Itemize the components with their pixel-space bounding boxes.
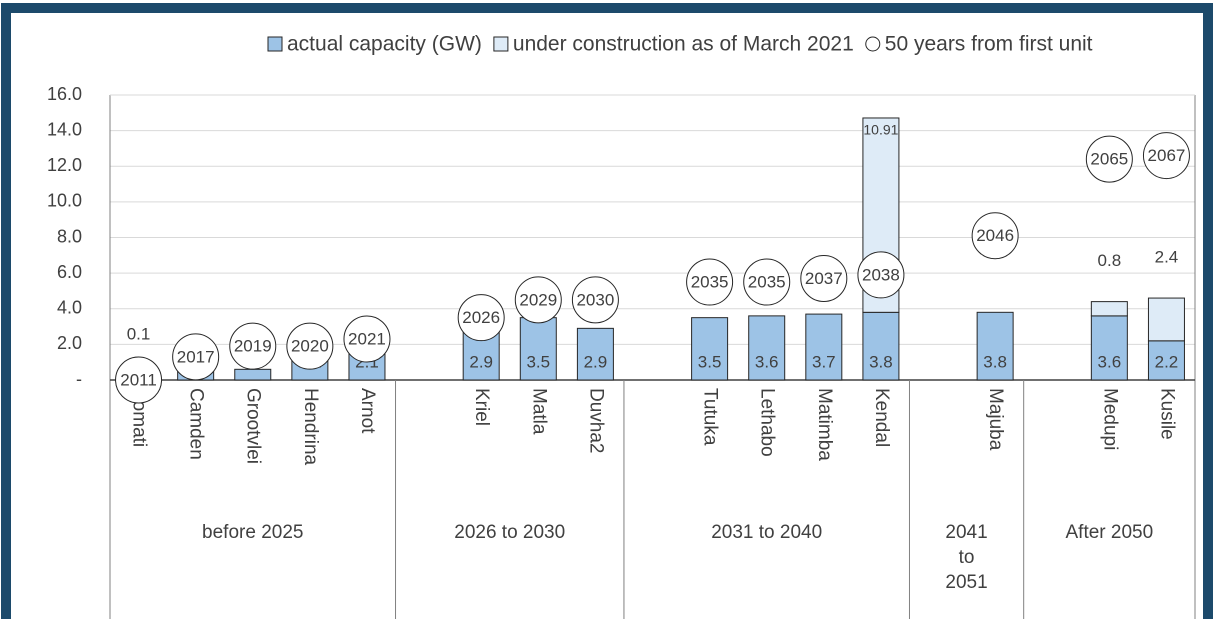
year-marker <box>229 322 277 370</box>
legend-label: under construction as of March 2021 <box>513 33 854 56</box>
bar <box>691 317 729 381</box>
year-label: 2065 <box>1090 150 1128 169</box>
year-marker <box>971 212 1019 260</box>
y-tick-label: 4.0 <box>57 298 82 318</box>
group-label: 2026 to 2030 <box>454 522 566 543</box>
year-label: 2067 <box>1148 146 1186 165</box>
bar <box>748 315 786 381</box>
legend-marker <box>267 36 283 52</box>
year-marker <box>514 276 562 324</box>
data-label: 0.1 <box>127 324 151 343</box>
x-tick-label: Matla <box>528 388 549 435</box>
x-tick-label: Medupi <box>1099 388 1120 450</box>
group-label: 2031 to 2040 <box>711 522 823 543</box>
year-label: 2026 <box>462 308 500 327</box>
year-marker <box>115 356 163 404</box>
year-label: 2030 <box>576 290 614 309</box>
x-tick-label: Kendal <box>871 388 892 447</box>
x-tick-label: Camden <box>186 388 207 460</box>
year-marker <box>1085 135 1133 183</box>
data-label: 2.9 <box>469 352 493 371</box>
y-tick-label: 6.0 <box>57 262 82 282</box>
data-label: 3.7 <box>812 352 836 371</box>
data-label: 3.6 <box>1098 352 1122 371</box>
year-marker <box>800 254 848 302</box>
year-marker <box>686 258 734 306</box>
year-label: 2035 <box>748 273 786 292</box>
x-tick-label: Matimba <box>814 388 835 461</box>
year-marker <box>286 322 334 370</box>
data-label: 0.8 <box>1098 251 1122 270</box>
group-label: After 2050 <box>1065 522 1154 543</box>
year-marker <box>457 294 505 342</box>
year-label: 2017 <box>177 347 215 366</box>
x-tick-label: Kriel <box>471 388 492 426</box>
x-tick-label: Duvha2 <box>585 388 606 454</box>
year-label: 2046 <box>976 226 1014 245</box>
x-tick-label: Majuba <box>985 388 1006 451</box>
year-marker <box>1142 132 1190 180</box>
data-label: 10.91 <box>863 122 898 138</box>
y-tick-label: 10.0 <box>47 191 82 211</box>
x-tick-label: Kusile <box>1156 388 1177 440</box>
x-tick-label: Lethabo <box>757 388 778 457</box>
bar <box>576 327 614 381</box>
year-marker <box>857 251 905 299</box>
legend-marker <box>865 36 881 52</box>
bar <box>976 311 1014 381</box>
year-marker <box>172 333 220 381</box>
year-label: 2035 <box>691 273 729 292</box>
group-label: 2041 to 2051 <box>945 522 988 593</box>
year-label: 2029 <box>519 290 557 309</box>
data-label: 3.6 <box>755 352 779 371</box>
legend-marker <box>493 36 509 52</box>
year-label: 2020 <box>291 337 329 356</box>
y-tick-label: 2.0 <box>57 333 82 353</box>
data-label: 3.8 <box>983 352 1007 371</box>
bar <box>1090 301 1128 317</box>
bar <box>862 311 900 381</box>
y-tick-label: - <box>76 369 82 389</box>
y-tick-label: 14.0 <box>47 119 82 139</box>
year-label: 2038 <box>862 265 900 284</box>
group-label: before 2025 <box>202 522 304 543</box>
y-tick-label: 12.0 <box>47 155 82 175</box>
data-label: 2.9 <box>584 352 608 371</box>
year-marker <box>743 258 791 306</box>
year-marker <box>343 315 391 363</box>
frame <box>1 3 1213 619</box>
x-tick-label: Hendrina <box>300 388 321 466</box>
bar <box>1147 297 1185 342</box>
data-label: 3.8 <box>869 352 893 371</box>
y-tick-label: 16.0 <box>47 84 82 104</box>
year-label: 2011 <box>120 370 157 389</box>
bar <box>1090 315 1128 381</box>
legend-label: actual capacity (GW) <box>287 33 482 56</box>
x-tick-label: Tutuka <box>700 388 721 446</box>
data-label: 3.5 <box>698 352 722 371</box>
x-tick-label: Grootvlei <box>243 388 264 464</box>
bar <box>805 313 843 381</box>
data-label: 2.4 <box>1155 248 1179 267</box>
data-label: 3.5 <box>526 352 550 371</box>
data-label: 2.2 <box>1155 352 1179 371</box>
year-marker <box>571 276 619 324</box>
y-tick-label: 8.0 <box>57 226 82 246</box>
year-label: 2019 <box>234 337 272 356</box>
legend-label: 50 years from first unit <box>885 33 1093 56</box>
year-label: 2021 <box>348 330 386 349</box>
bar <box>519 317 557 381</box>
x-tick-label: Arnot <box>357 388 378 434</box>
year-label: 2037 <box>805 269 843 288</box>
